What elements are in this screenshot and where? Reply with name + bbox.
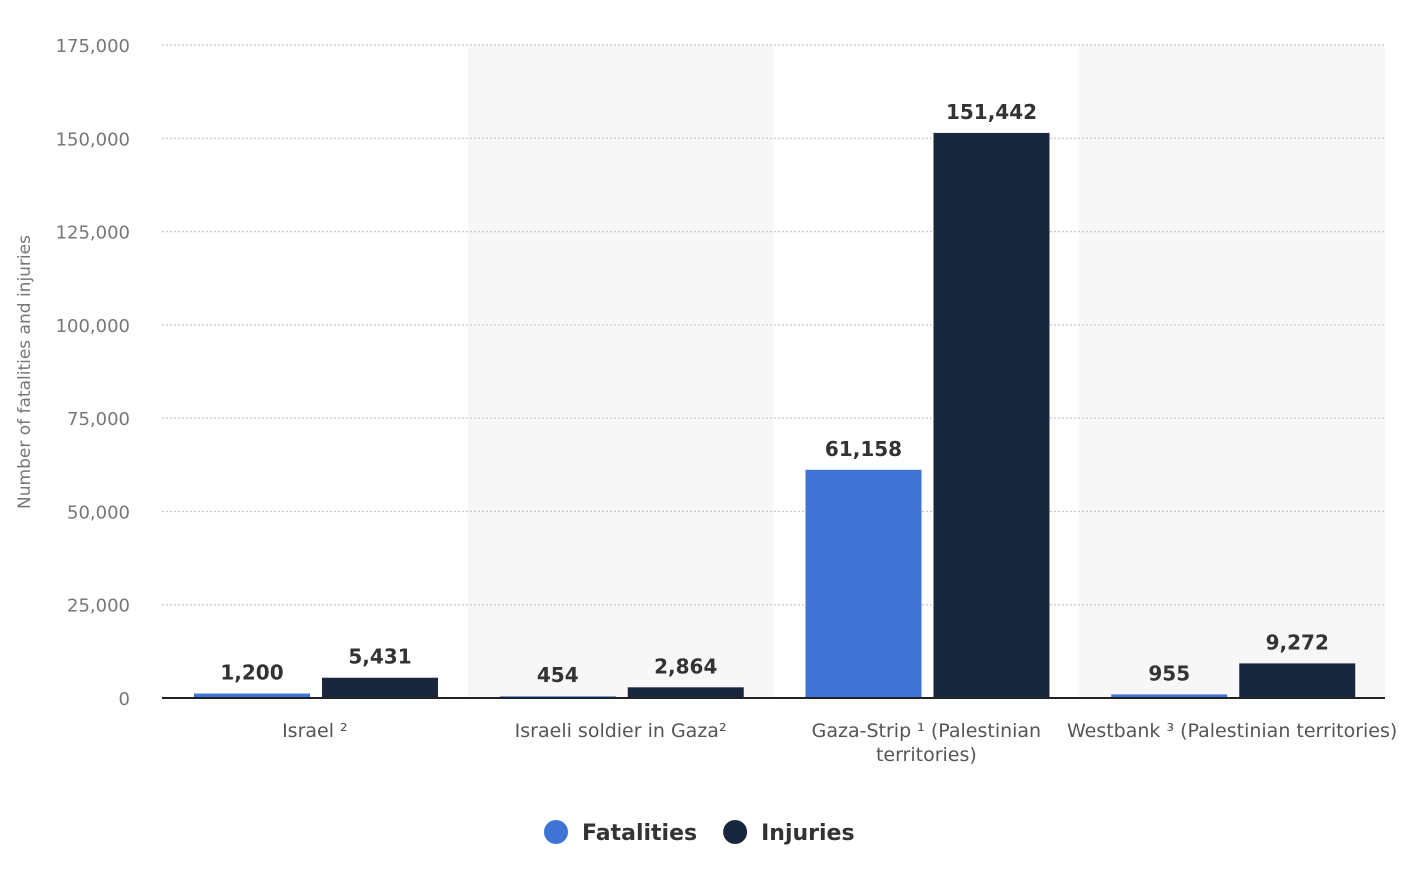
y-tick-label: 75,000 (67, 409, 130, 430)
data-label: 2,864 (654, 654, 717, 678)
data-label: 9,272 (1266, 630, 1329, 654)
y-tick-label: 175,000 (56, 36, 130, 57)
x-category-label: territories) (876, 744, 977, 766)
category-band (467, 45, 774, 698)
bar-fatalities (805, 469, 922, 698)
data-label: 5,431 (348, 645, 411, 669)
bar-fatalities (1111, 694, 1228, 698)
x-category-label: Israeli soldier in Gaza² (515, 720, 727, 742)
data-label: 955 (1148, 661, 1190, 685)
bar-injuries (627, 687, 744, 698)
y-tick-label: 50,000 (67, 502, 130, 523)
y-tick-label: 150,000 (56, 129, 130, 150)
category-band (1079, 45, 1385, 698)
x-category-label: Israel ² (282, 720, 348, 742)
data-label: 151,442 (946, 100, 1037, 124)
x-category-label: Westbank ³ (Palestinian territories) (1067, 720, 1397, 742)
legend-label-injuries: Injuries (761, 821, 854, 846)
legend-marker-fatalities (544, 820, 568, 844)
data-label: 454 (537, 663, 579, 687)
y-axis-title: Number of fatalities and injuries (15, 235, 35, 509)
y-tick-label: 25,000 (67, 596, 130, 617)
bar-injuries (1239, 663, 1356, 698)
data-label: 61,158 (825, 437, 902, 461)
legend-label-fatalities: Fatalities (582, 821, 697, 846)
bar-injuries (322, 677, 438, 698)
x-category-label: Gaza-Strip ¹ (Palestinian (812, 720, 1041, 742)
legend-marker-injuries (723, 820, 748, 844)
data-label: 1,200 (220, 661, 283, 685)
y-tick-label: 0 (119, 689, 130, 710)
y-tick-label: 125,000 (56, 223, 130, 244)
y-tick-label: 100,000 (56, 316, 130, 337)
bar-injuries (933, 132, 1050, 698)
bar-fatalities (194, 693, 310, 698)
